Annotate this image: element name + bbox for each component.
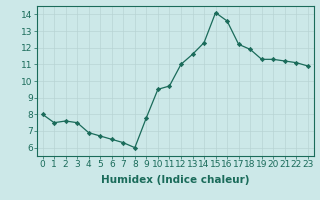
X-axis label: Humidex (Indice chaleur): Humidex (Indice chaleur) <box>101 175 250 185</box>
